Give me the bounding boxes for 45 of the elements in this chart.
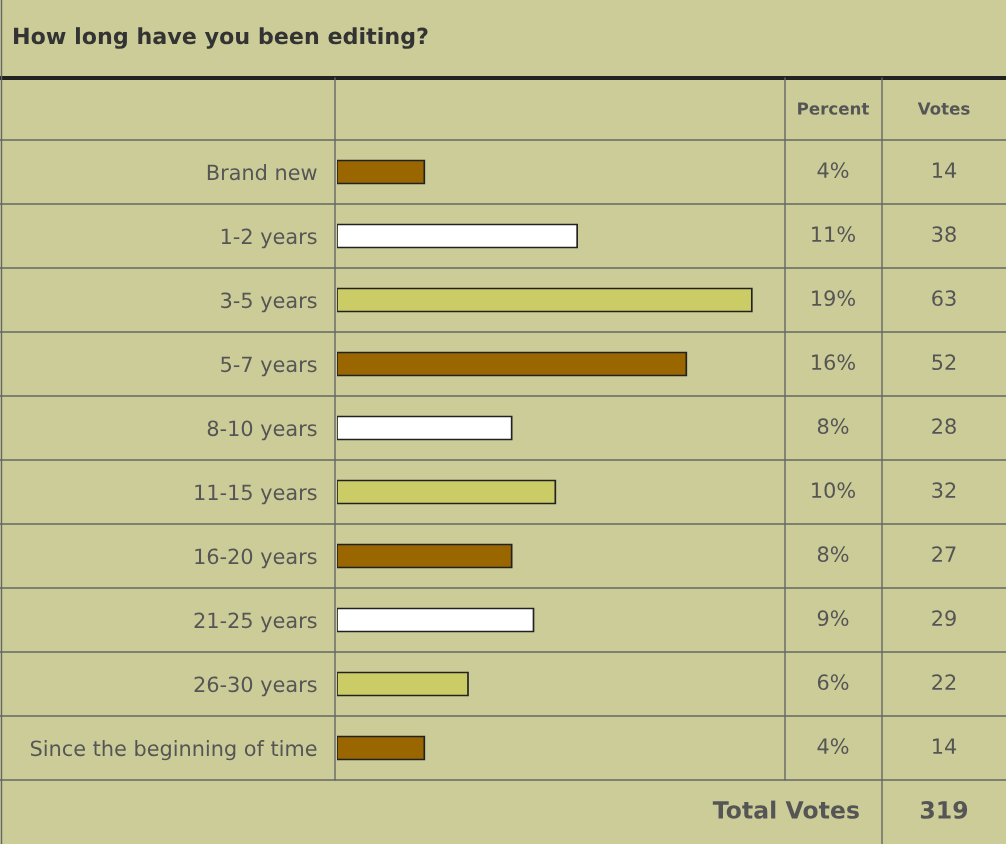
y-tick-label: 3-5 years [221, 292, 317, 313]
y-tick-label: Brand new [207, 164, 317, 181]
bar [337, 671, 469, 697]
y-tick-label: 16-20 years [195, 548, 317, 569]
data-label: 10% [812, 482, 855, 499]
bar [337, 223, 578, 249]
text: Total Votes [712, 800, 859, 819]
data-label: 6% [817, 674, 849, 691]
data-label: 11% [812, 226, 855, 243]
data-label: 8% [817, 418, 849, 435]
y-tick-label: 1-2 years [221, 228, 317, 249]
data-label: 16% [812, 354, 855, 371]
bar [337, 735, 426, 761]
text: 38 [932, 226, 956, 243]
bar [337, 159, 426, 185]
bar [337, 543, 513, 569]
data-label: 9% [817, 610, 849, 627]
data-label: 19% [812, 290, 855, 307]
text: 63 [932, 290, 956, 307]
y-tick-label: 26-30 years [194, 676, 317, 697]
text: 28 [932, 418, 956, 435]
text: 27 [932, 546, 956, 562]
data-label: 4% [817, 738, 849, 755]
bar [337, 607, 535, 633]
bar [337, 287, 753, 313]
bar [337, 351, 688, 377]
text: 52 [932, 354, 956, 371]
y-tick-label: 11-15 years [195, 484, 317, 505]
bar [337, 415, 513, 441]
text: 29 [932, 610, 956, 627]
text: 14 [933, 738, 957, 754]
y-tick-label: 5-7 years [221, 356, 317, 377]
text: Percent [798, 102, 869, 115]
text: 32 [932, 482, 956, 499]
chart-title: How long have you been editing? [14, 27, 428, 49]
text: 22 [932, 674, 956, 690]
y-tick-label: 21-25 years [194, 612, 317, 633]
bar [337, 479, 557, 505]
text: 14 [933, 162, 957, 178]
data-label: 4% [817, 162, 849, 179]
text: 319 [920, 800, 968, 819]
y-tick-label: 8-10 years [207, 420, 317, 441]
data-label: 8% [817, 546, 849, 563]
y-tick-label: Since the beginning of time [30, 740, 317, 761]
text: Votes [917, 102, 970, 115]
